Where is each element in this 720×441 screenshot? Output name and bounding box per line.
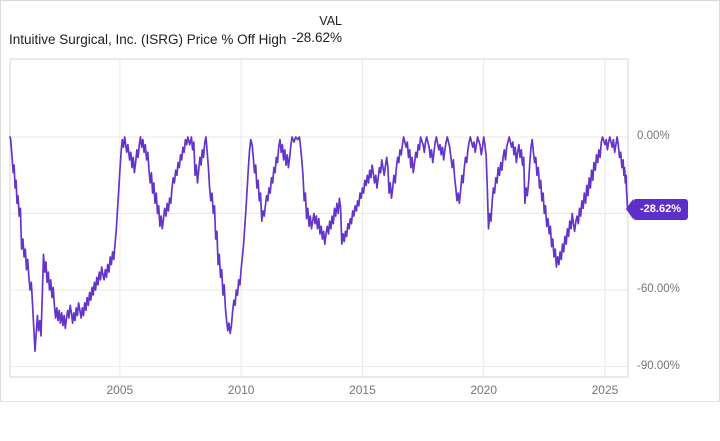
x-axis-tick-label: 2005	[106, 383, 134, 397]
y-axis-tick-label: -60.00%	[637, 283, 680, 295]
y-axis-tick-label: 0.00%	[637, 130, 670, 142]
x-axis-tick-label: 2010	[227, 383, 255, 397]
current-value-badge: -28.62%	[626, 199, 688, 221]
drawdown-series-line	[9, 136, 629, 353]
footer: The Motley Fool. Oct 14, 2025, 6:34 AM E…	[0, 401, 720, 441]
val-column-header: VAL	[319, 14, 342, 28]
x-axis-tick-label: 2025	[591, 383, 619, 397]
x-axis-tick-label: 2020	[470, 383, 498, 397]
y-axis-tick-label: -90.00%	[637, 359, 680, 372]
current-value-readout: -28.62%	[291, 30, 342, 45]
chart-title: Intuitive Surgical, Inc. (ISRG) Price % …	[9, 32, 287, 47]
x-axis-tick-label: 2015	[349, 383, 376, 397]
